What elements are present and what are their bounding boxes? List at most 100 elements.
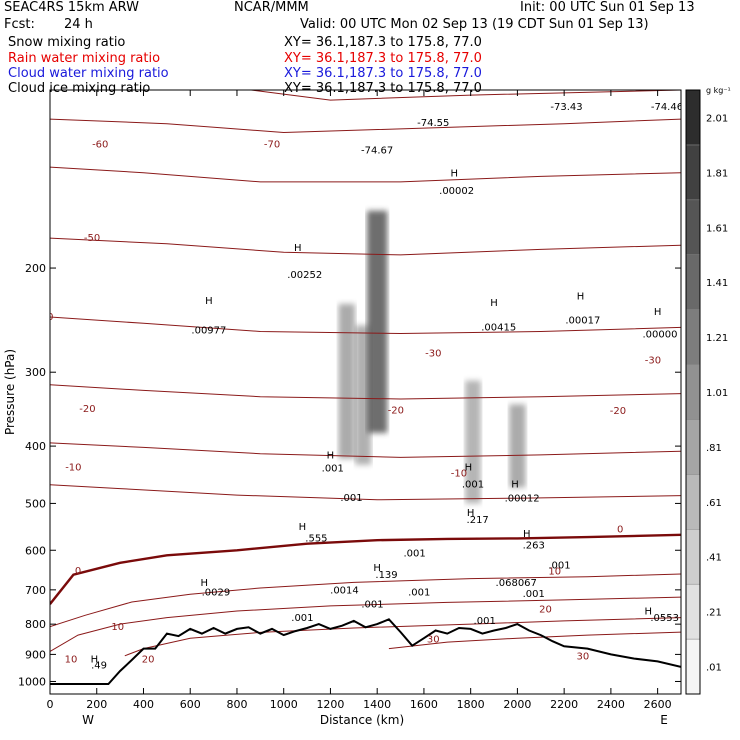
temperature-contour [50, 118, 681, 134]
snow-column [367, 210, 388, 433]
max-marker: H [373, 563, 381, 574]
colorbar-level: .41 [706, 553, 722, 564]
max-marker: H [523, 529, 531, 540]
max-value-label: .555 [305, 534, 327, 545]
max-marker: H [577, 291, 585, 302]
max-marker: H [511, 480, 519, 491]
max-value-label: .001 [462, 480, 484, 491]
x-tick-label: 400 [133, 698, 154, 711]
temperature-contour [247, 90, 681, 101]
x-tick-label: 1000 [270, 698, 298, 711]
y-axis-label: Pressure (hPa) [3, 349, 17, 435]
max-value-label: .001 [523, 589, 545, 600]
temperature-contour [50, 596, 681, 652]
field-name-snow: Snow mixing ratio [8, 35, 126, 50]
y-tick-label: 800 [25, 618, 46, 631]
contour-label: 10 [65, 654, 78, 665]
max-value-label: .0029 [202, 587, 231, 598]
colorbar-segment [685, 583, 701, 640]
contour-label: 0 [75, 566, 81, 577]
x-tick-label: 200 [86, 698, 107, 711]
terrain-profile [50, 618, 681, 685]
max-marker: H [451, 168, 459, 179]
colorbar-segment [685, 309, 701, 365]
colorbar-level: 1.01 [706, 388, 728, 399]
colorbar-segment [685, 199, 701, 255]
colorbar-segment [685, 474, 701, 530]
temperature-contour [50, 442, 681, 458]
colorbar-level: 1.61 [706, 223, 728, 234]
colorbar-frame [685, 89, 701, 695]
field-xy-rain: XY= 36.1,187.3 to 175.8, 77.0 [284, 51, 482, 66]
temperature-contour [50, 237, 681, 256]
contour-label: -30 [425, 348, 441, 359]
max-marker: H [200, 578, 208, 589]
max-value-label: .001 [361, 600, 383, 611]
x-tick-label: 800 [226, 698, 247, 711]
colorbar-segment [685, 254, 701, 310]
x-tick-label: 1200 [316, 698, 344, 711]
x-tick-label: 1800 [457, 698, 485, 711]
max-value-label: .00012 [505, 493, 540, 504]
max-marker: H [654, 307, 662, 318]
colorbar-level: .61 [706, 498, 722, 509]
x-tick-label: 2200 [550, 698, 578, 711]
x-axis-label: Distance (km) [320, 713, 404, 727]
snow-column [509, 404, 526, 488]
colorbar-level: 1.21 [706, 333, 728, 344]
temperature-contour [50, 384, 681, 400]
max-value-label: -74.67 [361, 145, 393, 156]
max-marker: H [205, 296, 213, 307]
y-tick-label: 600 [25, 544, 46, 557]
colorbar-level: .01 [706, 663, 722, 674]
max-value-label: .00977 [191, 325, 226, 336]
contour-label: -40 [37, 312, 53, 323]
field-name-rain: Rain water mixing ratio [8, 51, 161, 66]
max-value-label: .001 [403, 549, 425, 560]
contour-label: -20 [79, 404, 95, 415]
max-value-label: .00000 [642, 329, 677, 340]
contour-label: 20 [539, 605, 552, 616]
y-tick-label: 700 [25, 584, 46, 597]
max-marker: H [490, 298, 498, 309]
colorbar-level: 1.41 [706, 278, 728, 289]
max-value-label: .139 [375, 570, 397, 581]
contour-label: 30 [576, 651, 589, 662]
colorbar-segment [685, 638, 701, 695]
max-value-label: .001 [474, 616, 496, 627]
temperature-contour [50, 484, 681, 501]
contour-label: -10 [451, 468, 467, 479]
colorbar-unit: g kg⁻¹ [706, 86, 731, 95]
colorbar-level: .81 [706, 443, 722, 454]
field-xy-cloud-water: XY= 36.1,187.3 to 175.8, 77.0 [284, 66, 482, 81]
max-marker: H [294, 243, 302, 254]
valid-time: Valid: 00 UTC Mon 02 Sep 13 (19 CDT Sun … [300, 17, 649, 32]
colorbar-segment [685, 419, 701, 475]
max-value-label: .00002 [439, 186, 474, 197]
temperature-contour [388, 631, 681, 650]
snow-column [338, 303, 356, 459]
max-marker: H [327, 451, 335, 462]
max-value-label: .00017 [565, 315, 600, 326]
max-value-label: .49 [91, 660, 107, 671]
x-tick-label: 1400 [363, 698, 391, 711]
max-value-label: .001 [408, 588, 430, 599]
max-value-label: -74.55 [417, 118, 449, 129]
contour-label: -20 [388, 405, 404, 416]
max-value-label: -73.43 [550, 102, 582, 113]
contour-label: 20 [142, 654, 155, 665]
max-value-label: .001 [322, 464, 344, 475]
max-value-label: .001 [291, 613, 313, 624]
x-tick-label: 1600 [410, 698, 438, 711]
freezing-level-contour [50, 533, 681, 605]
x-tick-label: 2400 [597, 698, 625, 711]
field-name-cloud-ice: Cloud ice mixing ratio [8, 81, 151, 96]
max-value-label: .0553 [650, 613, 679, 624]
endpoint-east: E [660, 713, 668, 727]
contour-label: -10 [65, 463, 81, 474]
x-tick-label: 600 [180, 698, 201, 711]
x-tick-label: 2600 [644, 698, 672, 711]
field-xy-snow: XY= 36.1,187.3 to 175.8, 77.0 [284, 35, 482, 50]
colorbar-segment [685, 89, 701, 146]
contour-label: 10 [111, 622, 124, 633]
